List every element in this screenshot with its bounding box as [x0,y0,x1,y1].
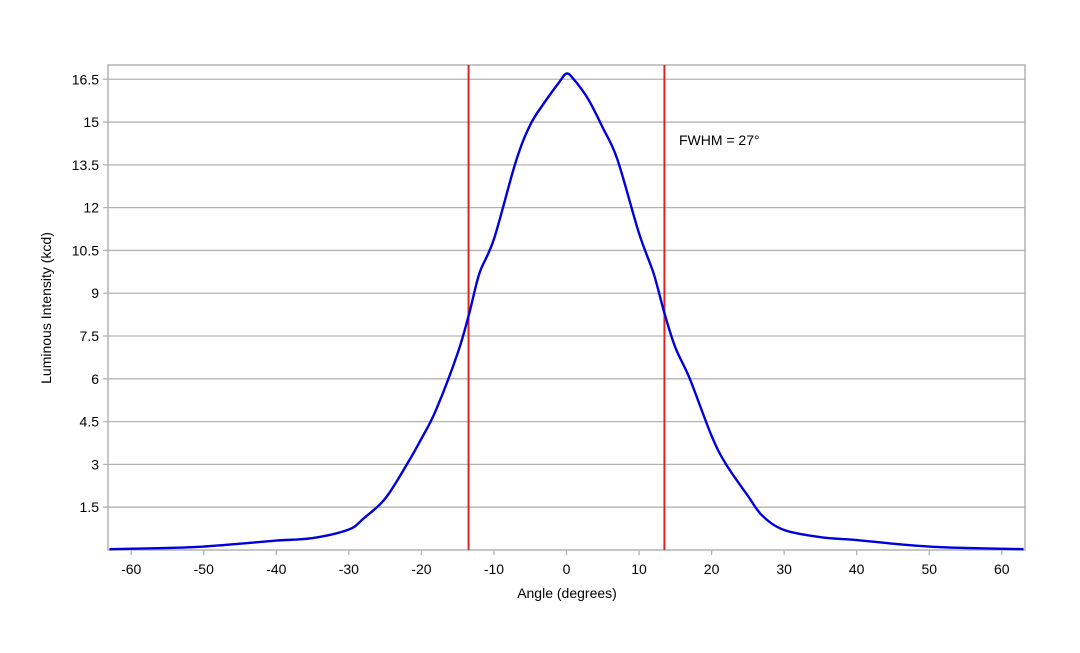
x-tick-label: 50 [921,561,937,577]
x-tick-label: -50 [194,561,214,577]
y-tick-label: 3 [91,456,99,472]
x-tick-label: 0 [563,561,571,577]
series-line [109,72,1024,551]
y-tick-label: 1.5 [80,499,100,515]
y-tick-label: 10.5 [72,242,99,258]
y-tick-label: 12 [83,200,99,216]
y-tick-label: 9 [91,285,99,301]
y-tick-label: 15 [83,114,99,130]
x-tick-label: 10 [631,561,647,577]
fwhm-annotation: FWHM = 27° [679,132,760,148]
grid [103,78,1025,555]
x-tick-label: 60 [994,561,1010,577]
x-tick-label: -40 [266,561,286,577]
y-tick-label: 4.5 [80,414,100,430]
x-tick-label: -20 [411,561,431,577]
x-tick-label: 30 [776,561,792,577]
plot-area-frame [107,64,1026,551]
fwhm-lines [467,65,666,550]
x-tick-label: -60 [121,561,141,577]
y-tick-label: 7.5 [80,328,100,344]
y-tick-labels: 1.5 3 4.5 6 7.5 9 10.5 12 13.5 15 16.5 [72,71,99,515]
y-tick-label: 13.5 [72,157,99,173]
x-tick-label: 40 [849,561,865,577]
y-tick-label: 16.5 [72,71,99,87]
x-tick-label: -30 [339,561,359,577]
y-tick-label: 6 [91,371,99,387]
x-tick-label: 20 [704,561,720,577]
x-tick-label: -10 [484,561,504,577]
x-axis-label: Angle (degrees) [517,585,617,601]
x-tick-labels: -60 -50 -40 -30 -20 -10 0 10 20 30 40 50 60 [121,561,1010,577]
y-axis-label: Luminous Intensity (kcd) [38,232,54,384]
